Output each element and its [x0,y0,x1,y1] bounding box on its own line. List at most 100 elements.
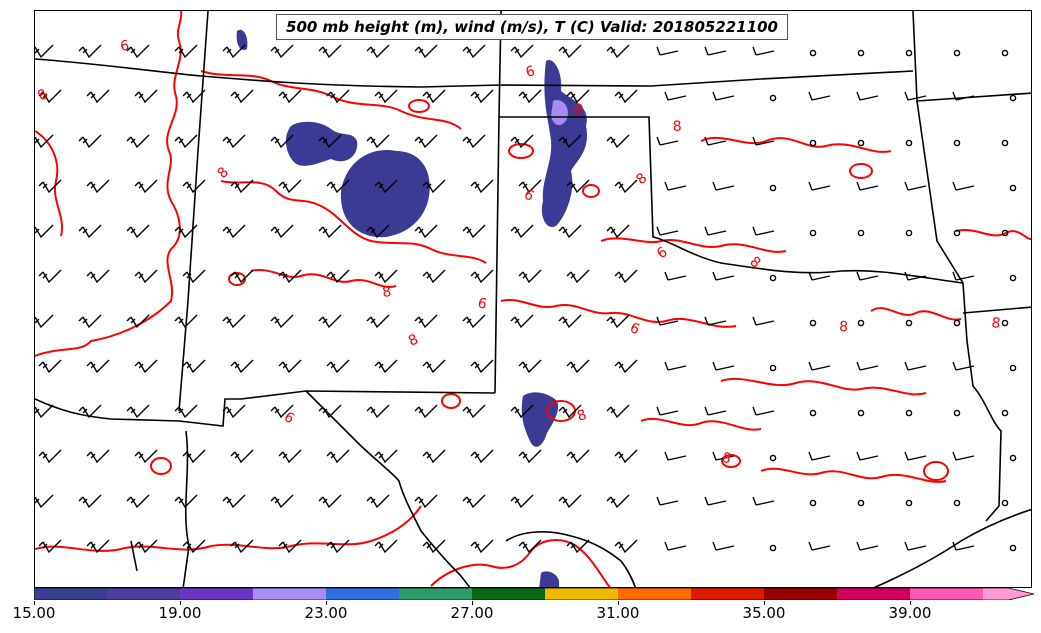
wind-barb-icon [518,449,542,464]
wind-barb-icon [518,539,542,554]
wind-barb-icon [222,44,246,59]
wind-barb-icon [182,449,206,464]
wind-barb-icon [326,269,350,284]
colorbar-tick-label: 23.00 [304,604,348,622]
colorbar-tick-label: 15.00 [12,604,56,622]
wind-barb-icon [414,44,438,59]
contour-line [35,505,422,552]
border-line [130,540,138,572]
wind-barb-icon [182,359,206,374]
wind-barb-icon [182,269,206,284]
wind-barb-icon [126,494,150,509]
wind-barb-icon [78,44,102,59]
calm-station-icon [769,184,777,192]
wind-barb-icon [222,314,246,329]
wind-barb-icon [326,539,350,554]
calm-station-icon [953,409,961,417]
colorbar-tick-label: 31.00 [596,604,640,622]
calm-station-icon [1001,499,1009,507]
wind-barb-icon [712,361,735,371]
wind-barb-icon [318,314,342,329]
wind-barb-icon [38,539,62,554]
wind-barb-icon [566,359,590,374]
contour-label: 6 [524,63,537,81]
wind-barb-icon [35,44,54,59]
wind-barb-icon [414,134,438,149]
wind-barb-icon [414,494,438,509]
wind-barb-icon [470,449,494,464]
wind-barb-icon [904,451,927,461]
calm-station-icon [857,229,865,237]
colorbar [34,588,1034,600]
wind-barb-icon [174,44,198,59]
calm-station-icon [809,319,817,327]
contour-loop [721,454,741,468]
wind-barb-icon [606,404,630,419]
calm-station-icon [905,139,913,147]
wind-barb-icon [326,359,350,374]
contour-label: 8 [672,119,682,135]
contour-label: 6 [521,187,537,205]
contour-line [760,467,947,483]
wind-barb-icon [752,136,775,146]
wind-barb-icon [510,314,534,329]
contour-loop [228,272,246,286]
colorbar-tick [764,601,765,605]
wind-barb-icon [856,541,879,551]
border-line [912,11,1002,522]
calm-station-icon [905,319,913,327]
wind-barb-icon [86,449,110,464]
wind-barb-icon [86,359,110,374]
wind-barb-icon [656,496,679,506]
wind-barb-icon [318,224,342,239]
wind-barb-icon [704,406,727,416]
shaded-area-west [236,29,248,51]
shaded-area-mexico [539,571,559,587]
calm-station-icon [769,274,777,282]
wind-barb-icon [270,314,294,329]
wind-barb-icon [326,449,350,464]
contour-loop [408,99,430,113]
contour-label: 8 [406,331,421,349]
wind-barb-icon [558,44,582,59]
wind-barb-icon [374,449,398,464]
wind-barb-icon [174,314,198,329]
wind-barb-icon [78,404,102,419]
colorbar-segment [910,588,984,600]
wind-barb-icon [952,181,975,191]
contour-label: 8 [575,407,589,425]
wind-barb-icon [558,314,582,329]
colorbar-tick-label: 39.00 [888,604,932,622]
wind-barb-icon [712,181,735,191]
wind-barb-icon [752,316,775,326]
wind-barb-icon [134,359,158,374]
wind-barb-icon [86,269,110,284]
colorbar-tick-label: 19.00 [158,604,202,622]
wind-barb-icon [664,451,687,461]
contour-label: 8 [633,170,650,188]
border-line [505,531,637,587]
wind-barb-icon [656,406,679,416]
wind-barb-icon [510,494,534,509]
border-line [35,390,496,427]
wind-barb-icon [614,449,638,464]
wind-barb-icon [470,89,494,104]
wind-barb-icon [86,89,110,104]
wind-barb-icon [126,404,150,419]
map-title: 500 mb height (m), wind (m/s), T (C) Val… [276,14,788,40]
wind-barb-icon [78,314,102,329]
wind-barb-icon [808,541,831,551]
wind-barb-icon [278,179,302,194]
shaded-area-colorado [340,150,430,238]
wind-barb-icon [174,224,198,239]
wind-barb-icon [614,539,638,554]
calm-station-icon [1001,319,1009,327]
wind-barb-icon [35,494,54,509]
calm-station-icon [1009,544,1017,552]
wind-barbs [35,44,1017,554]
calm-station-icon [857,49,865,57]
wind-barb-icon [38,359,62,374]
contour-line [35,130,64,237]
border-line [916,92,1031,102]
calm-station-icon [769,94,777,102]
